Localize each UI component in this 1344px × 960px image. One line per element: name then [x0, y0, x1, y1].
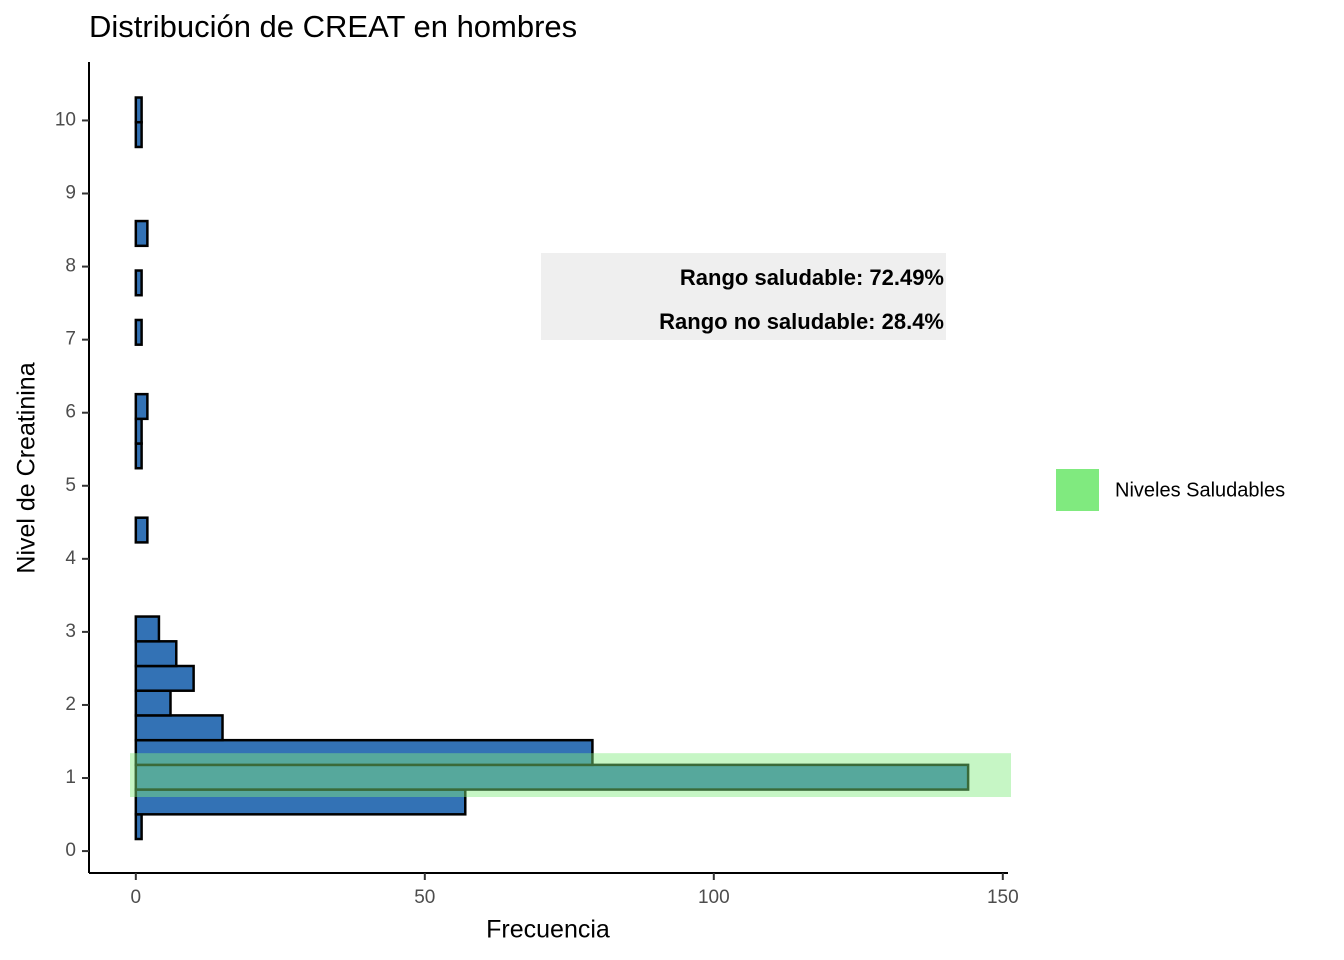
x-tick-label: 0 — [131, 887, 142, 908]
x-axis-title: Frecuencia — [486, 916, 610, 944]
y-tick-label: 7 — [65, 329, 76, 350]
legend-label: Niveles Saludables — [1115, 479, 1285, 501]
y-tick-label: 3 — [65, 621, 76, 642]
y-tick-label: 8 — [65, 256, 76, 277]
highlight-band — [130, 753, 1011, 798]
y-tick-label: 2 — [65, 694, 76, 715]
annotation: Rango no saludable: 28.4% — [659, 309, 944, 334]
x-tick-label: 100 — [698, 887, 730, 908]
y-tick-label: 0 — [65, 840, 76, 861]
bar — [134, 392, 149, 421]
bar — [134, 615, 161, 643]
y-tick-label: 5 — [65, 475, 76, 496]
bar — [134, 442, 143, 470]
chart-title: Distribución de CREAT en hombres — [89, 9, 577, 44]
bar — [134, 664, 195, 692]
bar — [134, 120, 143, 149]
y-tick-label: 4 — [65, 548, 76, 569]
y-tick-label: 6 — [65, 402, 76, 423]
annotation: Rango saludable: 72.49% — [680, 265, 944, 290]
legend-swatch — [1056, 469, 1099, 511]
bar — [134, 640, 178, 668]
y-tick-label: 10 — [55, 109, 76, 130]
bar — [134, 714, 224, 742]
bar — [134, 318, 143, 346]
x-tick-label: 150 — [987, 887, 1019, 908]
x-tick-label: 50 — [414, 887, 435, 908]
bar — [134, 738, 594, 767]
bar — [134, 813, 143, 841]
bar — [134, 417, 143, 445]
bar — [134, 219, 149, 248]
bar — [134, 689, 172, 717]
bar — [134, 788, 467, 816]
annotation-box — [541, 253, 946, 340]
y-tick-label: 1 — [65, 767, 76, 788]
bar — [134, 96, 143, 124]
y-tick-label: 9 — [65, 183, 76, 204]
bar — [134, 269, 143, 297]
bar — [134, 763, 970, 791]
y-axis-title: Nivel de Creatinina — [13, 362, 41, 573]
bar — [134, 516, 149, 544]
